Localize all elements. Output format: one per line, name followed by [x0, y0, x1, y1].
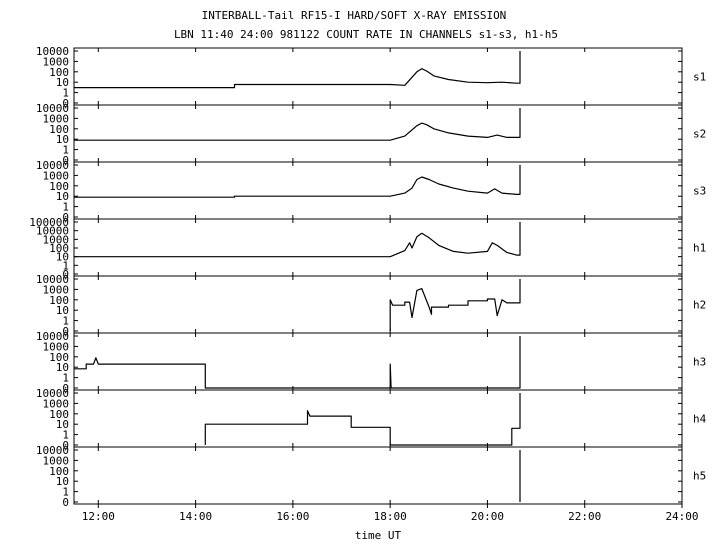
- y-tick-label: 10: [56, 251, 69, 264]
- series-line-s2: [74, 108, 521, 141]
- chart-subtitle: LBN 11:40 24:00 981122 COUNT RATE IN CHA…: [174, 28, 558, 41]
- series-line-h4: [204, 393, 521, 446]
- series-label-s1: s1: [693, 71, 706, 84]
- y-tick-label: 1: [62, 144, 69, 157]
- x-axis-label: time UT: [355, 529, 402, 542]
- y-tick-label: 100: [49, 408, 69, 421]
- y-tick-label: 0: [62, 211, 69, 224]
- y-tick-label: 0: [62, 97, 69, 110]
- y-tick-label: 1000: [43, 454, 70, 467]
- x-tick-label: 24:00: [665, 510, 698, 523]
- y-tick-label: 100: [49, 465, 69, 478]
- y-tick-label: 1: [62, 201, 69, 214]
- y-tick-label: 10: [56, 76, 69, 89]
- chart-title: INTERBALL-Tail RF15-I HARD/SOFT X-RAY EM…: [202, 9, 507, 22]
- y-tick-label: 1: [62, 486, 69, 499]
- x-tick-label: 14:00: [179, 510, 212, 523]
- y-tick-label: 0: [62, 496, 69, 509]
- y-tick-label: 100: [49, 123, 69, 136]
- series-label-h4: h4: [693, 413, 707, 426]
- y-tick-label: 100: [49, 351, 69, 364]
- y-tick-label: 1000: [43, 340, 70, 353]
- y-tick-label: 10: [56, 133, 69, 146]
- series-line-h1: [74, 222, 521, 258]
- y-tick-label: 1000: [43, 233, 70, 246]
- y-tick-label: 10: [56, 475, 69, 488]
- y-tick-label: 10000: [36, 387, 69, 400]
- y-tick-label: 100: [49, 242, 69, 255]
- y-tick-label: 10: [56, 361, 69, 374]
- y-tick-label: 0: [62, 268, 69, 281]
- y-tick-label: 100: [49, 180, 69, 193]
- x-tick-label: 16:00: [276, 510, 309, 523]
- x-tick-label: 22:00: [568, 510, 601, 523]
- y-tick-label: 1: [62, 372, 69, 385]
- y-tick-label: 1000: [43, 55, 70, 68]
- x-axis: 12:00 14:00 16:00 18:00 20:00 22:00 24:00: [82, 504, 699, 523]
- panel-stack: 1000010001001010s11000010001001010s21000…: [29, 45, 706, 509]
- y-tick-label: 0: [62, 325, 69, 338]
- y-tick-label: 10000: [36, 330, 69, 343]
- y-tick-label: 1000: [43, 397, 70, 410]
- y-tick-label: 1000: [43, 169, 70, 182]
- y-tick-label: 10: [56, 190, 69, 203]
- y-tick-label: 10: [56, 418, 69, 431]
- y-tick-label: 1: [62, 87, 69, 100]
- y-tick-label: 0: [62, 154, 69, 167]
- y-tick-label: 10000: [36, 273, 69, 286]
- y-tick-label: 0: [62, 439, 69, 452]
- series-line-h3: [74, 336, 521, 389]
- series-label-h5: h5: [693, 470, 706, 483]
- y-tick-label: 10: [56, 304, 69, 317]
- y-tick-label: 10000: [36, 444, 69, 457]
- series-label-s3: s3: [693, 185, 706, 198]
- series-label-s2: s2: [693, 128, 706, 141]
- series-label-h2: h2: [693, 299, 706, 312]
- x-tick-label: 18:00: [374, 510, 407, 523]
- y-tick-label: 1: [62, 259, 69, 272]
- y-tick-label: 10000: [36, 102, 69, 115]
- y-tick-label: 1000: [43, 112, 70, 125]
- y-tick-label: 100: [49, 294, 69, 307]
- series-label-h1: h1: [693, 242, 706, 255]
- y-tick-label: 1000: [43, 283, 70, 296]
- series-line-s3: [74, 165, 521, 198]
- y-tick-label: 10000: [36, 45, 69, 58]
- y-tick-label: 10000: [36, 225, 69, 238]
- x-tick-label: 12:00: [82, 510, 115, 523]
- y-tick-label: 100: [49, 66, 69, 79]
- x-tick-label: 20:00: [471, 510, 504, 523]
- y-tick-label: 1: [62, 429, 69, 442]
- series-line-s1: [74, 51, 521, 89]
- y-tick-label: 0: [62, 382, 69, 395]
- y-tick-label: 1: [62, 315, 69, 328]
- series-label-h3: h3: [693, 356, 706, 369]
- y-tick-label: 10000: [36, 159, 69, 172]
- series-line-h2: [389, 279, 521, 331]
- y-tick-label: 100000: [29, 216, 69, 229]
